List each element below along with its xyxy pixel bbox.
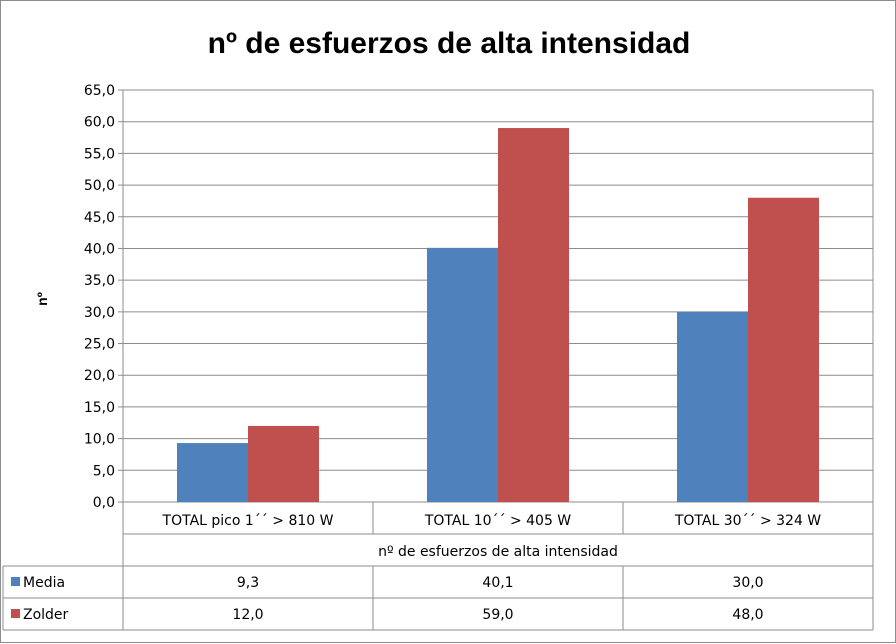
bar-media-2 [427,247,498,502]
y-tick-label: 15,0 [84,400,115,416]
data-table: TOTAL pico 1´´ > 810 W TOTAL 10´´ > 405 W… [2,90,874,631]
bar-zolder-1 [248,425,319,502]
bar-zolder-2 [498,128,569,502]
y-axis-label: nº [34,292,50,306]
y-tick-label: 35,0 [84,273,115,289]
category-label: TOTAL 10´´ > 405 W [424,513,571,529]
y-tick-label: 10,0 [84,432,115,448]
y-tick-label: 50,0 [84,178,115,194]
data-label-media: 40,1 [482,575,513,591]
bar-media-1 [177,443,248,502]
data-label-zolder: 12,0 [232,607,263,623]
y-tick-label: 40,0 [84,241,115,257]
y-tick-label: 5,0 [93,463,115,479]
y-tick-label: 0,0 [93,495,115,511]
x-axis-label: nº de esfuerzos de alta intensidad [378,544,618,560]
bar-zolder-3 [748,197,819,502]
data-label-zolder: 48,0 [732,607,763,623]
y-tick-label: 55,0 [84,146,115,162]
y-tick-label: 30,0 [84,305,115,321]
bar-media-3 [677,311,748,502]
category-label: TOTAL pico 1´´ > 810 W [162,513,334,529]
legend-label-media: Media [23,575,65,591]
legend-label-zolder: Zolder [23,607,69,623]
data-label-media: 30,0 [732,575,763,591]
y-tick-label: 60,0 [84,115,115,131]
y-tick-label: 45,0 [84,210,115,226]
bars [177,128,819,502]
y-tick-label: 65,0 [84,83,115,99]
data-label-media: 9,3 [237,575,259,591]
category-label: TOTAL 30´´ > 324 W [674,513,821,529]
y-tick-label: 20,0 [84,368,115,384]
y-tick-label: 25,0 [84,337,115,353]
data-label-zolder: 59,0 [482,607,513,623]
legend-key-media [11,577,20,586]
legend-key-zolder [11,609,20,618]
y-ticks: 0,0 5,0 10,0 15,0 20,0 25,0 30,0 35,0 40,0 45,0 50… [84,83,115,511]
chart-title: nº de esfuerzos de alta intensidad [208,27,691,60]
